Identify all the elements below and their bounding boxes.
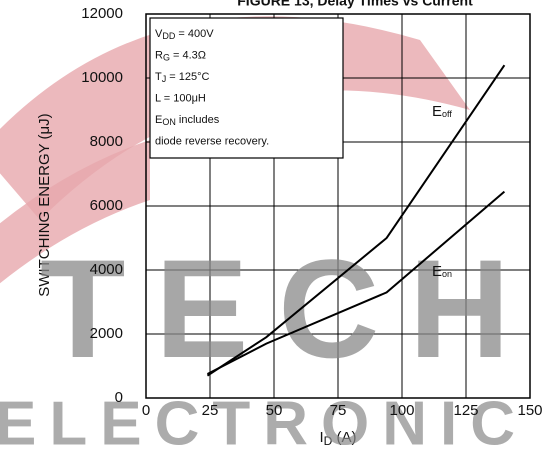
y-tick-label: 0 [115,389,123,406]
annotation-line: diode reverse recovery. [155,135,269,147]
text-part: V [155,28,163,40]
annotation-line: VDD = 400V [155,28,214,41]
annotation-line: TJ = 125°C [155,71,210,84]
y-tick-label: 6000 [90,197,123,214]
y-tick-label: 8000 [90,133,123,150]
x-tick-label: 125 [453,402,478,419]
text-part: E [432,263,442,280]
text-part: T [155,71,162,83]
x-tick-label: 100 [389,402,414,419]
annotation-box [149,17,344,159]
text-part: E [432,103,442,120]
text-part: diode reverse recovery. [155,135,269,147]
series-line [206,64,506,377]
annotation-line: RG = 4.3Ω [155,49,206,62]
y-axis-label: SWITCHING ENERGY (μJ) [36,113,53,296]
subscript: DD [162,31,175,41]
y-tick-label: 2000 [90,325,123,342]
subscript: on [442,269,452,279]
x-tick-label: 25 [202,402,219,419]
y-tick-label: 10000 [81,69,123,86]
text-part: I [319,429,323,446]
watermark: TECH [40,230,510,387]
text-part: = 4.3Ω [170,49,206,61]
y-tick-label: 4000 [90,261,123,278]
text-part: R [155,49,163,61]
subscript: ON [162,117,176,127]
subscript: G [163,53,170,63]
annotation-line: EON includes [155,114,220,127]
y-tick-label: 12000 [81,5,123,22]
annotation-line: L = 100μH [155,92,206,104]
text-part: E [155,114,162,126]
subscript: J [162,74,167,84]
x-tick-label: 50 [266,402,283,419]
x-axis-label: ID (A) [319,429,356,448]
text-part: (A) [332,429,356,446]
series-label: Eoff [432,103,452,120]
x-tick-label: 0 [142,402,150,419]
x-tick-label: 150 [517,402,542,419]
chart-title: FIGURE 13, Delay Times vs Current [237,0,473,9]
subscript: D [324,434,333,448]
series-line [206,190,506,375]
series-label: Eon [432,263,452,280]
plot-border [145,13,531,399]
watermark-shapes [0,16,470,284]
text-part: includes [176,114,220,126]
watermark: ELECTRONIC [0,389,547,455]
x-tick-label: 75 [330,402,347,419]
text-part: L = 100μH [155,92,206,104]
text-part: = 125°C [166,71,209,83]
text-part: = 400V [175,28,214,40]
subscript: off [442,109,452,119]
